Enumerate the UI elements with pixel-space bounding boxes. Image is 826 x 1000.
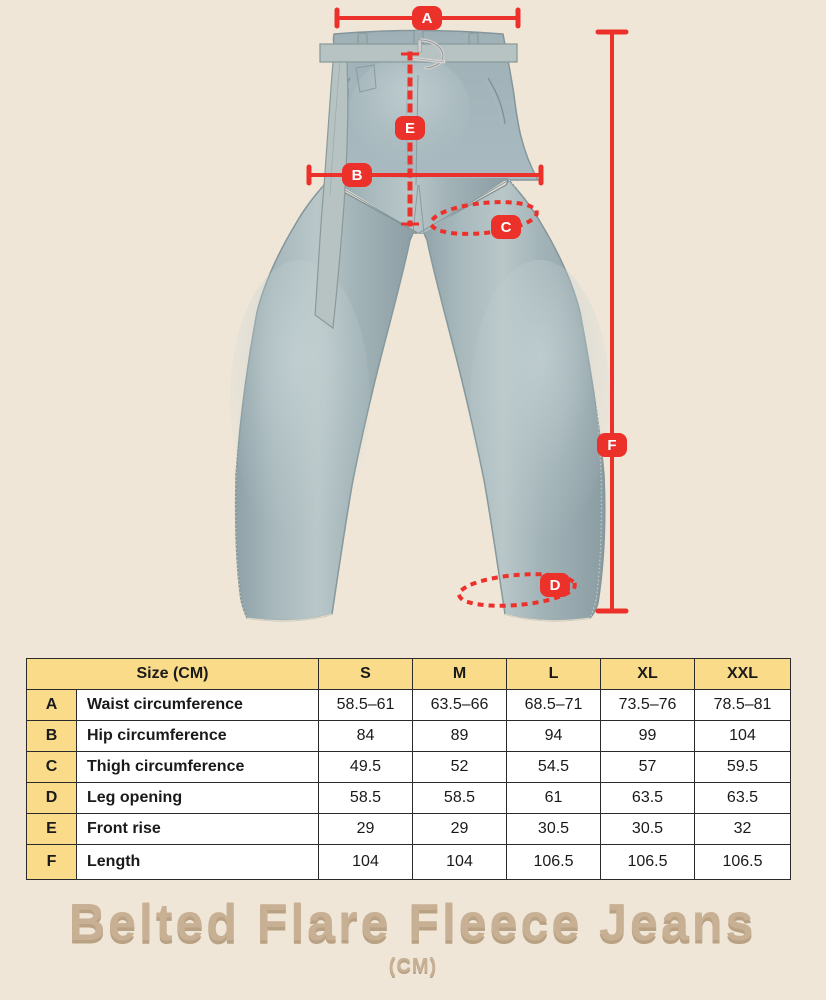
- svg-text:D: D: [550, 577, 561, 594]
- svg-text:A: A: [422, 10, 433, 27]
- svg-text:C: C: [501, 219, 512, 236]
- svg-text:E: E: [405, 120, 415, 137]
- svg-text:F: F: [607, 437, 616, 454]
- svg-text:B: B: [352, 167, 363, 184]
